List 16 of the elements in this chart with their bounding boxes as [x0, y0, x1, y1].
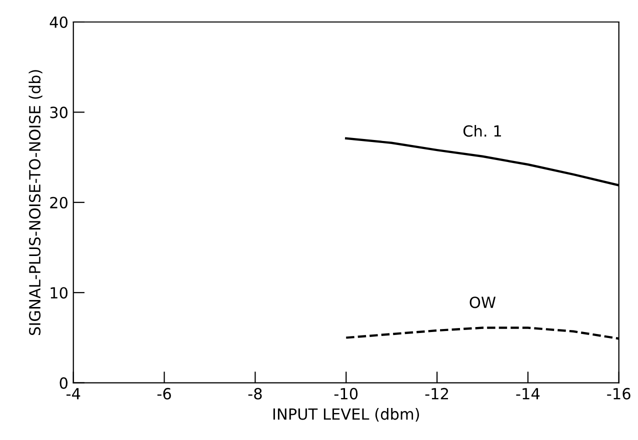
x-axis-title: INPUT LEVEL (dbm): [273, 408, 419, 422]
x-tick-label: -8: [248, 388, 262, 400]
y-tick-label: 40: [50, 16, 68, 28]
y-tick-label: 20: [50, 196, 68, 208]
y-axis-title: SIGNAL-PLUS-NOISE-TO-NOISE (db): [28, 70, 42, 336]
series-label: OW: [470, 296, 496, 308]
x-tick-label: -4: [66, 388, 80, 400]
y-tick-label: 10: [50, 287, 68, 299]
x-tick-label: -16: [607, 388, 630, 400]
x-tick-label: -12: [425, 388, 448, 400]
x-tick-label: -10: [334, 388, 358, 400]
series-label: Ch. 1: [463, 124, 501, 137]
x-tick-label: -14: [516, 388, 540, 400]
y-tick-label: 0: [60, 377, 68, 389]
y-tick-label: 30: [50, 106, 68, 118]
x-tick-label: -6: [157, 388, 171, 400]
